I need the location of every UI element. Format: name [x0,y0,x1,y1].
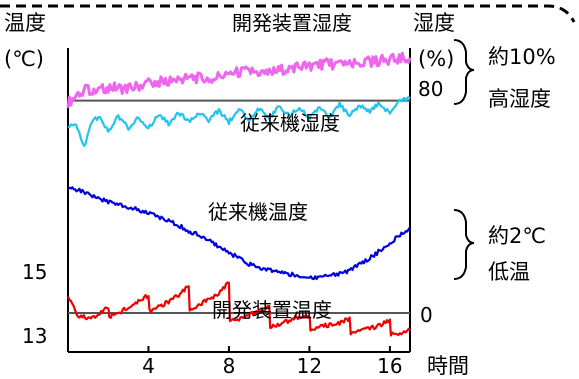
reference-lines [68,99,410,315]
annotation-humidity-diff-line1: 約10% [488,45,556,69]
series-label-dev-temperature: 開発装置温度 [212,298,332,322]
series-label-dev-humidity: 開発装置湿度 [232,11,352,35]
series-line-old-temperature [67,186,411,281]
y-left-tick-label-13: 13 [22,324,47,348]
temperature-diff-bracket [453,209,475,280]
callout-outline [0,4,576,23]
x-axis-title: 時間 [427,354,469,378]
annotation-temperature-diff-line2: 低温 [488,260,530,284]
series-line-old-humidity [67,96,411,147]
right-axis-unit: (%) [418,47,454,71]
x-tick-label-8: 8 [223,354,236,378]
annotation-temperature-diff-line1: 約2℃ [488,224,546,248]
humidity-diff-bracket [453,39,475,105]
y-left-tick-label-15: 15 [22,260,47,284]
x-ticks: 4 8 12 16 [142,346,403,378]
x-tick-label-12: 12 [297,354,322,378]
series-line-dev-temperature [66,281,411,337]
y-right-tick-label-80: 80 [418,77,443,101]
series-label-old-temperature: 従来機温度 [208,200,308,224]
x-tick-label-4: 4 [142,354,155,378]
x-tick-label-16: 16 [377,354,402,378]
series-layer [66,51,412,337]
left-axis-unit: (℃) [4,47,44,71]
series-line-dev-humidity [66,51,412,109]
right-axis-title: 湿度 [413,11,455,35]
y-right-tick-label-0: 0 [420,303,433,327]
series-label-old-humidity: 従来機湿度 [240,111,340,135]
left-axis-title: 温度 [4,11,46,35]
annotation-humidity-diff-line2: 高湿度 [488,87,551,111]
